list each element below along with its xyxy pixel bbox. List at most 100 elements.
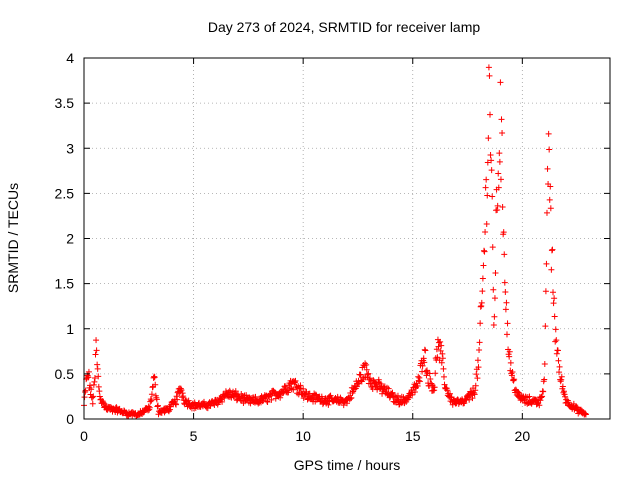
data-point (549, 246, 556, 253)
data-point (264, 399, 271, 406)
data-point (174, 396, 181, 403)
data-point (94, 365, 101, 372)
data-point (438, 342, 445, 349)
data-point (554, 347, 561, 354)
data-point (100, 400, 107, 407)
data-point (432, 370, 439, 377)
data-point (82, 388, 89, 395)
data-point (152, 381, 159, 388)
data-point (421, 359, 428, 366)
data-point (558, 376, 565, 383)
data-point (486, 72, 493, 79)
data-point (386, 394, 393, 401)
data-point (91, 374, 98, 381)
data-point (562, 393, 569, 400)
data-point (91, 378, 98, 385)
data-point (507, 359, 514, 366)
y-tick-label: 3 (66, 140, 74, 156)
data-point (556, 363, 563, 370)
y-tick-label: 4 (66, 50, 74, 66)
data-point (483, 176, 490, 183)
data-point (90, 393, 97, 400)
data-point (353, 383, 360, 390)
data-point (479, 288, 486, 295)
data-point (438, 359, 445, 366)
data-point (154, 402, 161, 409)
data-point (496, 158, 503, 165)
chart-title: Day 273 of 2024, SRMTID for receiver lam… (208, 19, 481, 35)
data-point (173, 393, 180, 400)
data-point (431, 387, 438, 394)
data-point (358, 378, 365, 385)
data-point (88, 386, 95, 393)
data-point (503, 331, 510, 338)
data-point (511, 376, 518, 383)
data-point (414, 383, 421, 390)
data-point (423, 367, 430, 374)
data-point (541, 376, 548, 383)
data-point (552, 326, 559, 333)
y-tick-label: 1 (66, 321, 74, 337)
data-point (550, 300, 557, 307)
data-point (440, 373, 447, 380)
data-point (540, 388, 547, 395)
data-point (81, 394, 88, 401)
y-tick-label: 1.5 (55, 276, 75, 292)
data-point (536, 402, 543, 409)
data-point (491, 313, 498, 320)
data-point (497, 176, 504, 183)
data-point (471, 389, 478, 396)
data-point (473, 371, 480, 378)
data-point (466, 396, 473, 403)
data-point (147, 396, 154, 403)
data-point (178, 387, 185, 394)
data-point (539, 393, 546, 400)
data-point (334, 393, 341, 400)
x-tick-label: 10 (295, 428, 311, 444)
data-point (526, 393, 533, 400)
data-point (357, 371, 364, 378)
data-point (95, 383, 102, 390)
data-point (482, 184, 489, 191)
data-point (411, 389, 418, 396)
data-point (502, 306, 509, 313)
data-point (547, 205, 554, 212)
data-point (551, 295, 558, 302)
data-point (180, 393, 187, 400)
data-point (492, 270, 499, 277)
data-point (222, 388, 229, 395)
data-point (537, 394, 544, 401)
data-point (300, 385, 307, 392)
data-point (491, 295, 498, 302)
data-point (499, 130, 506, 137)
y-tick-label: 2 (66, 231, 74, 247)
y-tick-label: 3.5 (55, 95, 75, 111)
data-point (570, 400, 577, 407)
y-tick-label: 0.5 (55, 366, 75, 382)
data-point (344, 400, 350, 407)
data-point (550, 289, 557, 296)
data-point (90, 381, 97, 388)
data-point (148, 397, 155, 404)
x-tick-label: 0 (80, 428, 88, 444)
data-point (487, 152, 494, 159)
data-point (487, 111, 494, 118)
data-point (85, 374, 92, 381)
data-point (252, 393, 259, 400)
data-point (494, 207, 501, 214)
data-point (177, 385, 184, 392)
data-point (559, 383, 566, 390)
data-point (461, 400, 468, 407)
data-point (325, 401, 332, 408)
data-point (481, 248, 488, 255)
data-layer (81, 64, 589, 419)
data-point (494, 202, 501, 209)
data-point (439, 355, 446, 362)
data-point (472, 387, 479, 394)
data-point (543, 260, 550, 267)
data-point (484, 192, 491, 199)
data-point (385, 385, 392, 392)
data-point (151, 374, 158, 381)
